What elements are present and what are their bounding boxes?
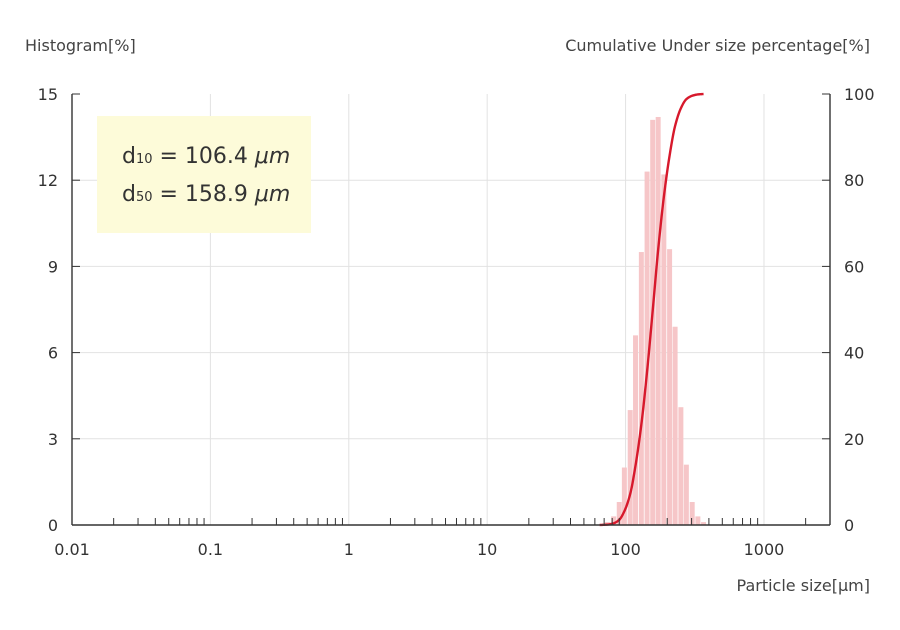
y-right-tick-label: 100 <box>844 85 875 104</box>
histogram-bar <box>638 252 644 526</box>
histogram-bar <box>616 502 622 525</box>
histogram-bar <box>611 516 617 525</box>
y-left-tick-label: 6 <box>48 344 58 363</box>
histogram-bar <box>689 502 695 525</box>
y-right-tick-label: 60 <box>844 257 864 276</box>
histogram-bar <box>644 171 650 525</box>
y-right-tick-label: 80 <box>844 171 864 190</box>
y-right-tick-label: 40 <box>844 344 864 363</box>
histogram-bar <box>701 522 707 525</box>
d10-symbol: d <box>122 144 136 169</box>
x-tick-label: 1000 <box>744 540 785 559</box>
d50-unit: μm <box>254 182 291 207</box>
histogram-bar <box>621 467 627 525</box>
x-tick-label: 1 <box>344 540 354 559</box>
histogram-bar <box>672 326 678 525</box>
x-tick-label: 0.01 <box>54 540 90 559</box>
histogram-bar <box>627 410 633 525</box>
statistics-box: d10 = 106.4 μm d50 = 158.9 μm <box>97 116 311 233</box>
histogram-bar <box>695 516 701 525</box>
y-left-tick-label: 15 <box>38 85 58 104</box>
y-right-tick-label: 20 <box>844 430 864 449</box>
y-left-axis-title: Histogram[%] <box>25 36 136 55</box>
x-axis-title: Particle size[μm] <box>736 576 870 595</box>
x-tick-label: 10 <box>477 540 497 559</box>
y-left-tick-label: 9 <box>48 257 58 276</box>
x-tick-label: 100 <box>610 540 641 559</box>
histogram-bar <box>661 174 667 525</box>
histogram-bar <box>683 464 689 525</box>
y-left-tick-label: 12 <box>38 171 58 190</box>
d50-value: = 158.9 <box>152 182 255 207</box>
d50-stat: d50 = 158.9 μm <box>122 182 290 207</box>
histogram-bar <box>655 116 661 525</box>
x-tick-label: 0.1 <box>198 540 223 559</box>
histogram-bar <box>667 249 673 525</box>
y-left-tick-label: 0 <box>48 516 58 535</box>
histogram-bar <box>678 407 684 525</box>
y-left-tick-label: 3 <box>48 430 58 449</box>
y-right-tick-label: 0 <box>844 516 854 535</box>
d10-value: = 106.4 <box>152 144 255 169</box>
y-right-axis-title: Cumulative Under size percentage[%] <box>565 36 870 55</box>
d10-subscript: 10 <box>135 152 153 167</box>
d10-stat: d10 = 106.4 μm <box>122 144 290 169</box>
d50-symbol: d <box>122 182 136 207</box>
histogram-bar <box>633 335 639 525</box>
d10-unit: μm <box>254 144 291 169</box>
d50-subscript: 50 <box>135 190 153 205</box>
